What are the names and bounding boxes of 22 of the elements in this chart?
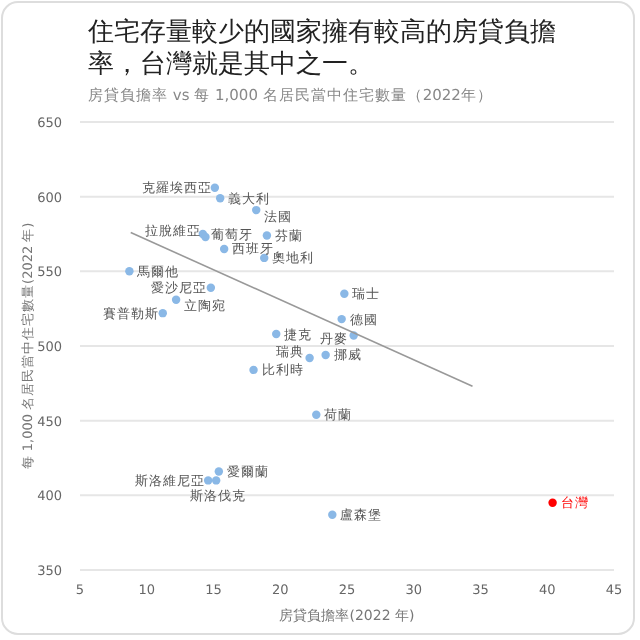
chart-title: 住宅存量較少的國家擁有較高的房貸負擔率，台灣就是其中之一。 [86,16,556,80]
point [219,244,229,254]
point [158,308,167,318]
point [214,467,224,476]
point [321,350,330,360]
point [249,365,258,375]
point [252,205,261,215]
point [312,410,321,419]
point [125,267,134,276]
point [215,193,225,203]
point [262,231,272,240]
point [272,329,281,339]
point [328,510,337,519]
point [337,314,346,324]
point [548,498,557,508]
point [305,353,314,363]
point [340,289,349,298]
point [211,476,221,485]
point [206,283,216,292]
point [210,183,220,192]
point [203,476,213,485]
point [171,295,181,304]
